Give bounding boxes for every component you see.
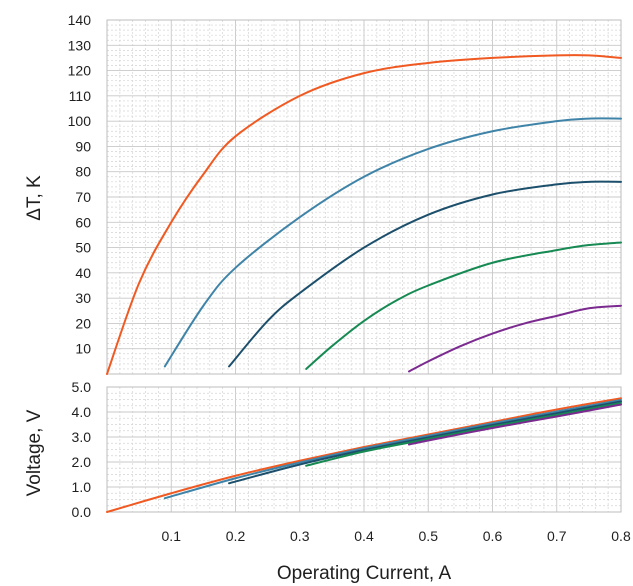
voltage-plot: 0.0 1.0 2.0 3.0 4.0 5.0 0.1 0.2 0.3 0.4 0.5 0.6 0.7 0… [72,379,631,544]
v-x-tick-label: 0.4 [354,528,374,544]
dt-y-tick-label: 130 [68,37,92,53]
v-y-tick-label: 3.0 [72,429,92,445]
v-series-line-4 [305,402,622,467]
dt-y-tick-label: 10 [75,341,91,357]
dt-y-tick-label: 100 [68,113,92,129]
dt-y-tick-label: 50 [75,240,91,256]
v-x-tick-label: 0.7 [547,528,567,544]
v-series-line-3 [228,400,622,485]
v-y-tick-label: 4.0 [72,404,92,420]
dt-series-line-2 [163,117,622,368]
dt-y-tick-label: 70 [75,189,91,205]
dt-y-tick-label: 110 [69,88,92,104]
v-series-line-2 [163,399,622,500]
dt-y-tick-label: 30 [75,290,91,306]
dt-y-tick-label: 60 [75,214,91,230]
dt-y-tick-label: 140 [68,12,92,28]
v-y-tick-label: 2.0 [72,454,92,470]
dt-series-line-3 [228,180,622,368]
bottom-y-axis-title: Voltage, V [24,409,45,496]
dt-y-tick-label: 90 [75,138,91,154]
dt-series-line-1 [106,54,622,375]
v-series-line-1 [106,397,622,513]
v-x-tick-label: 0.2 [226,528,246,544]
v-plot-frame [106,386,622,513]
top-y-axis-title: ΔT, K [24,175,45,221]
dt-y-tick-label: 120 [68,63,92,79]
v-x-tick-label: 0.8 [611,528,631,544]
v-x-tick-label: 0.3 [290,528,310,544]
v-x-tick-label: 0.5 [419,528,439,544]
v-x-tick-label: 0.1 [162,528,182,544]
dt-series-line-5 [407,304,622,373]
dt-plot-frame [106,19,622,375]
v-x-tick-label: 0.6 [483,528,503,544]
dt-y-tick-label: 20 [75,315,91,331]
v-y-tick-label: 1.0 [72,479,92,495]
dt-y-tick-label: 80 [75,164,91,180]
delta-t-plot: 10 20 30 40 50 60 70 80 90 100 110 120 130 140 [68,12,622,375]
v-y-tick-label: 5.0 [72,379,92,395]
x-axis-title: Operating Current, A [277,563,452,584]
dt-series-line-4 [305,241,622,370]
v-y-tick-label: 0.0 [72,504,92,520]
v-series-line-5 [407,403,622,446]
dt-y-tick-label: 40 [75,265,91,281]
